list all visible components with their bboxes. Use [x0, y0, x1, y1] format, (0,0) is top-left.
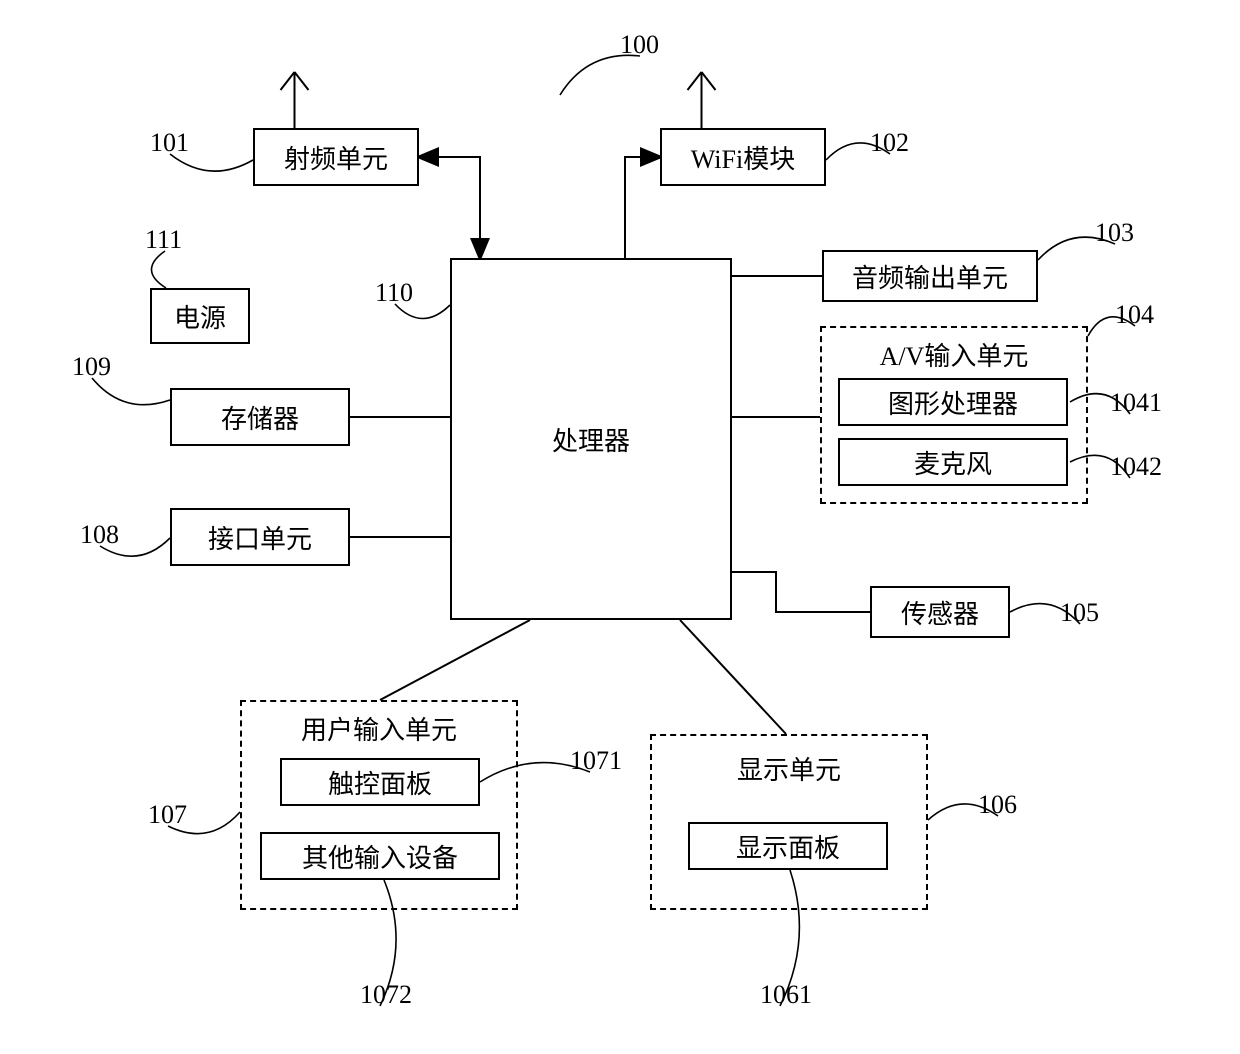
ref-label-106: 106 [978, 790, 1017, 820]
node-processor-label: 处理器 [552, 421, 630, 458]
ref-label-111: 111 [145, 225, 182, 255]
node-rf-unit: 射频单元 [253, 128, 419, 186]
ref-label-107: 107 [148, 800, 187, 830]
ref-label-1042: 1042 [1110, 452, 1162, 482]
group-av-input-title: A/V输入单元 [880, 336, 1029, 373]
node-display-panel: 显示面板 [688, 822, 888, 870]
node-audio-output: 音频输出单元 [822, 250, 1038, 302]
node-wifi-module: WiFi模块 [660, 128, 826, 186]
group-user-input-title: 用户输入单元 [301, 710, 457, 747]
node-graphics-processor: 图形处理器 [838, 378, 1068, 426]
ref-label-1061: 1061 [760, 980, 812, 1010]
node-interface-unit: 接口单元 [170, 508, 350, 566]
node-sensor: 传感器 [870, 586, 1010, 638]
ref-label-102: 102 [870, 128, 909, 158]
node-wifi-label: WiFi模块 [691, 139, 795, 176]
ref-label-108: 108 [80, 520, 119, 550]
node-power-label: 电源 [174, 298, 226, 335]
node-touch-label: 触控面板 [328, 764, 432, 801]
ref-label-101: 101 [150, 128, 189, 158]
node-processor: 处理器 [450, 258, 732, 620]
diagram-canvas: 处理器 射频单元 WiFi模块 音频输出单元 A/V输入单元 图形处理器 麦克风… [0, 0, 1240, 1054]
node-panel-label: 显示面板 [736, 828, 840, 865]
node-mem-label: 存储器 [221, 399, 299, 436]
node-touch-panel: 触控面板 [280, 758, 480, 806]
node-memory: 存储器 [170, 388, 350, 446]
ref-label-104: 104 [1115, 300, 1154, 330]
node-mic-label: 麦克风 [914, 444, 992, 481]
ref-label-1041: 1041 [1110, 388, 1162, 418]
node-other-label: 其他输入设备 [302, 838, 458, 875]
node-other-input: 其他输入设备 [260, 832, 500, 880]
ref-label-105: 105 [1060, 598, 1099, 628]
node-power: 电源 [150, 288, 250, 344]
group-display-title: 显示单元 [737, 750, 841, 787]
ref-label-109: 109 [72, 352, 111, 382]
ref-label-100: 100 [620, 30, 659, 60]
node-iface-label: 接口单元 [208, 519, 312, 556]
ref-label-103: 103 [1095, 218, 1134, 248]
ref-label-1072: 1072 [360, 980, 412, 1010]
node-microphone: 麦克风 [838, 438, 1068, 486]
node-audio-label: 音频输出单元 [852, 258, 1008, 295]
node-sensor-label: 传感器 [901, 594, 979, 631]
ref-label-1071: 1071 [570, 746, 622, 776]
node-gpu-label: 图形处理器 [888, 384, 1018, 421]
node-rf-label: 射频单元 [284, 139, 388, 176]
ref-label-110: 110 [375, 278, 413, 308]
